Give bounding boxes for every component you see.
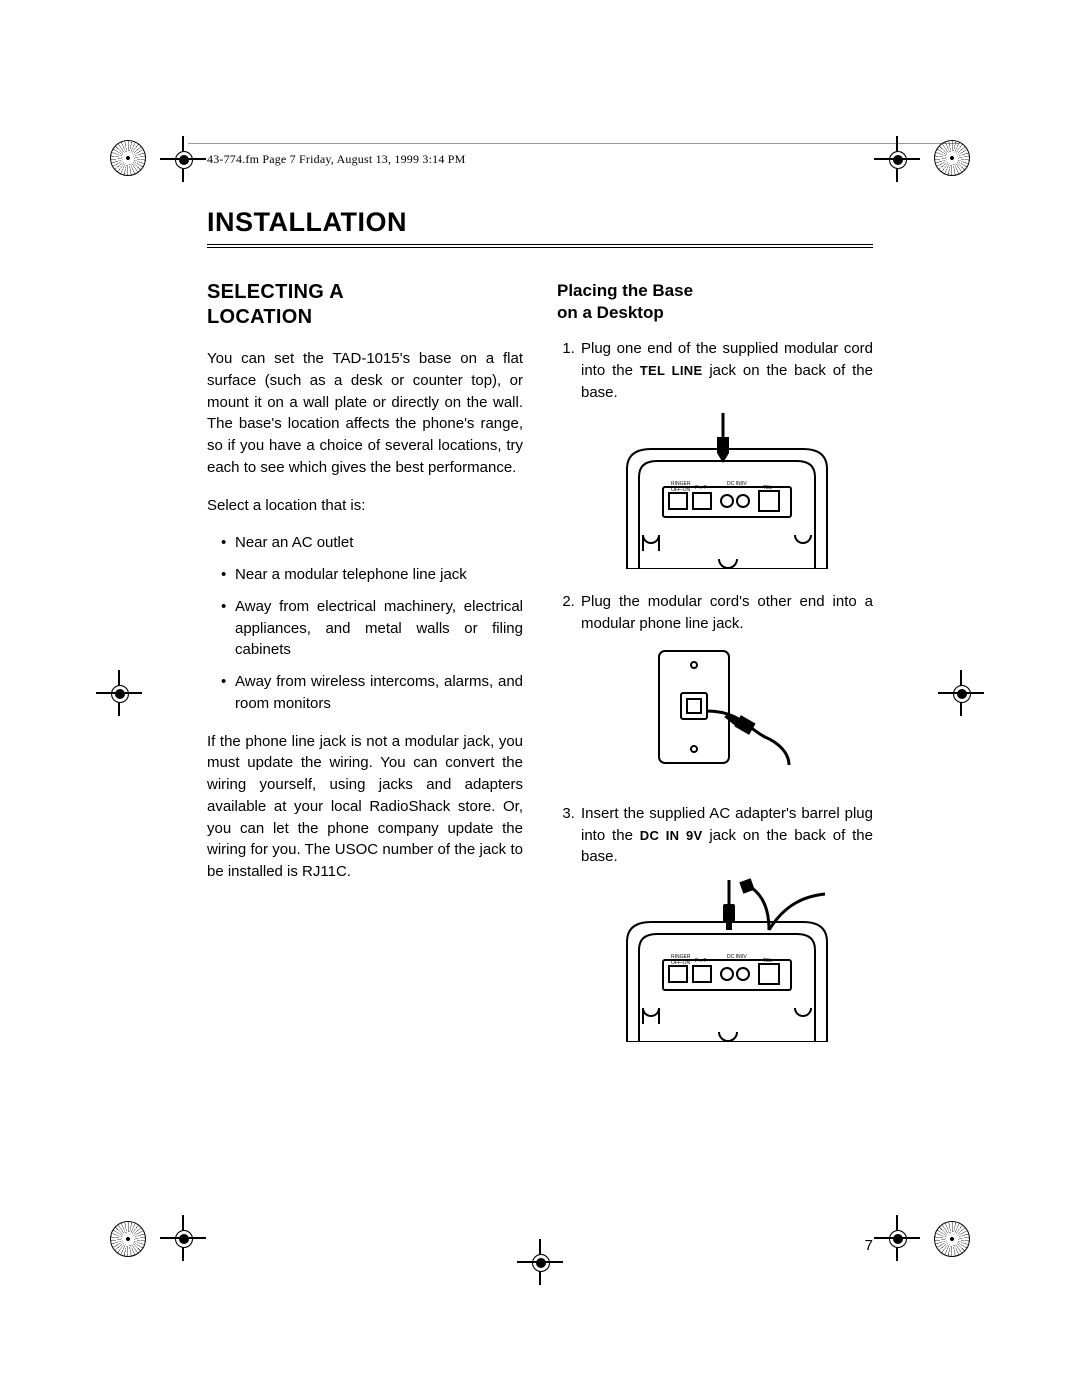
location-bullet-list: Near an AC outlet Near a modular telepho… [207, 532, 523, 714]
svg-text:OFF-ON: OFF-ON [671, 960, 691, 966]
svg-text:TEL: TEL [763, 958, 772, 964]
svg-text:DC IN9V: DC IN9V [727, 481, 747, 487]
subheading-line1: Placing the Base [557, 281, 693, 300]
bullet-item: Near a modular telephone line jack [221, 564, 523, 586]
page-content: 43-774.fm Page 7 Friday, August 13, 1999… [207, 152, 873, 1252]
heading-line1: SELECTING A [207, 281, 344, 303]
title-rule [207, 244, 873, 252]
svg-text:DC IN9V: DC IN9V [727, 954, 747, 960]
section-heading-selecting-location: SELECTING A LOCATION [207, 280, 523, 330]
step1-bold: TEL LINE [640, 363, 703, 378]
step2-text: Plug the modular cord's other end into a… [581, 593, 873, 632]
para-select-location: Select a location that is: [207, 495, 523, 517]
crop-mark-top-left [110, 140, 146, 176]
steps-list: Plug one end of the supplied modular cor… [557, 338, 873, 1042]
para-intro: You can set the TAD-1015's base on a fla… [207, 348, 523, 479]
para-modular-jack: If the phone line jack is not a modular … [207, 731, 523, 883]
crosshair-bottom-left [160, 1215, 206, 1261]
subheading-placing-base: Placing the Base on a Desktop [557, 280, 873, 324]
step3-bold: DC IN 9V [640, 828, 703, 843]
heading-line2: LOCATION [207, 306, 312, 328]
header-meta: 43-774.fm Page 7 Friday, August 13, 1999… [207, 152, 873, 167]
bullet-item: Away from electrical machinery, electric… [221, 596, 523, 661]
left-column: SELECTING A LOCATION You can set the TAD… [207, 280, 523, 1064]
crosshair-mid-right [938, 670, 984, 716]
crop-mark-top-right [934, 140, 970, 176]
step-1: Plug one end of the supplied modular cor… [579, 338, 873, 569]
crop-mark-bottom-left [110, 1221, 146, 1257]
svg-text:OFF-ON: OFF-ON [671, 487, 691, 493]
svg-text:P↔T: P↔T [695, 485, 706, 491]
figure-dc-in-jack: RINGER OFF-ON P↔T DC IN9V TEL [609, 874, 845, 1042]
step-2: Plug the modular cord's other end into a… [579, 591, 873, 781]
right-column: Placing the Base on a Desktop Plug one e… [557, 280, 873, 1064]
figure-wall-jack [639, 641, 815, 781]
crop-mark-bottom-right [934, 1221, 970, 1257]
page-title: INSTALLATION [207, 207, 873, 238]
bullet-item: Away from wireless intercoms, alarms, an… [221, 671, 523, 715]
columns: SELECTING A LOCATION You can set the TAD… [207, 280, 873, 1064]
svg-text:P↔T: P↔T [695, 958, 706, 964]
crosshair-bottom-right [874, 1215, 920, 1261]
bullet-item: Near an AC outlet [221, 532, 523, 554]
step-3: Insert the supplied AC adapter's barrel … [579, 803, 873, 1042]
crosshair-mid-left [96, 670, 142, 716]
page-number: 7 [865, 1237, 873, 1254]
subheading-line2: on a Desktop [557, 303, 664, 322]
crop-top-line [188, 143, 960, 144]
figure-tel-line-jack: RINGER OFF-ON P↔T DC IN9V TEL [609, 409, 845, 569]
svg-text:TEL: TEL [763, 485, 772, 491]
